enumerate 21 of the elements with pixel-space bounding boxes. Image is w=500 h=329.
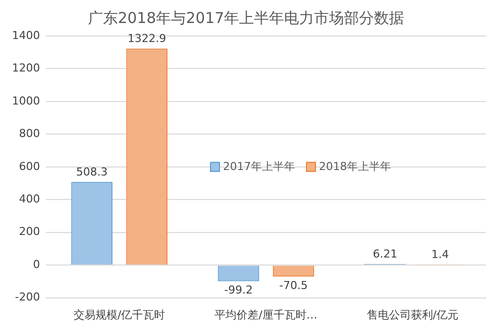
chart-title: 广东2018年与2017年上半年电力市场部分数据 (88, 8, 404, 27)
y-tick-label: 200 (18, 225, 40, 238)
data-label: 1322.9 (128, 32, 166, 45)
y-tick-label: -200 (15, 290, 40, 304)
y-tick-label: 800 (18, 127, 40, 140)
data-label: 1.4 (431, 248, 449, 262)
data-label: 6.21 (372, 247, 398, 260)
y-tick-label: 600 (18, 160, 40, 173)
legend-label: 2018年上半年 (318, 160, 391, 173)
y-tick-label: 1000 (12, 94, 40, 108)
x-tick-label: 交易规模/亿千瓦时 (73, 308, 166, 322)
y-tick-label: 400 (18, 192, 40, 206)
y-tick-label: 0 (32, 258, 40, 271)
y-tick-label: 1200 (12, 62, 40, 75)
data-label: 508.3 (76, 165, 108, 178)
data-label: -70.5 (279, 278, 308, 292)
data-label: -99.2 (224, 284, 253, 297)
x-tick-label: 平均价差/厘千瓦时… (214, 308, 318, 322)
y-tick-label: 1400 (12, 28, 40, 42)
x-tick-label: 售电公司获利/亿元 (366, 308, 459, 322)
legend-label: 2017年上半年 (223, 160, 296, 173)
